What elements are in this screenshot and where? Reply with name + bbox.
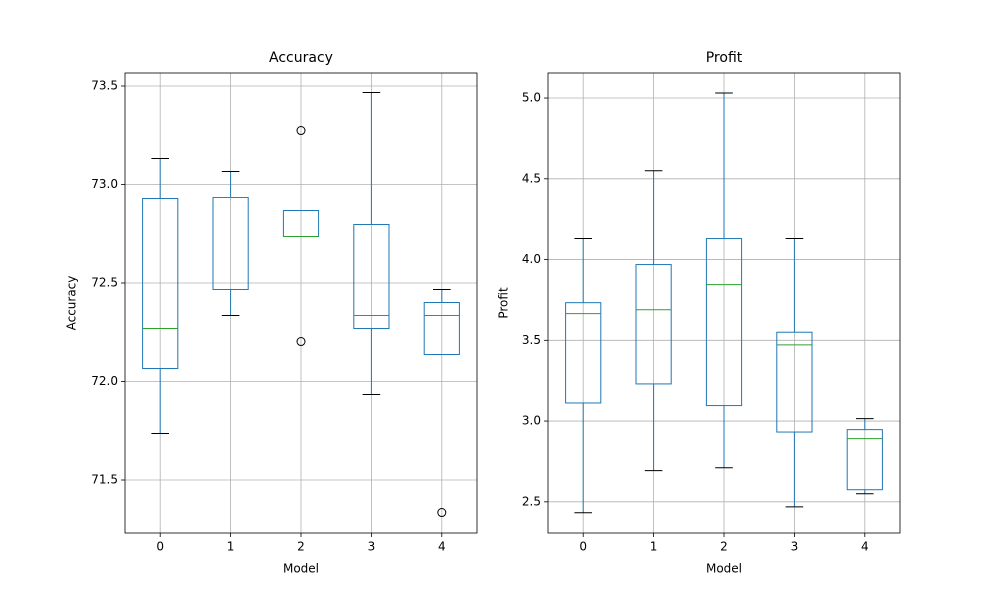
x-tick-label: 0 <box>579 540 587 554</box>
y-axis-label: Accuracy <box>65 276 79 331</box>
y-tick-label: 72.5 <box>91 276 118 290</box>
box <box>565 302 602 404</box>
x-tick-label: 1 <box>650 540 658 554</box>
y-tick-label: 73.0 <box>91 177 118 191</box>
y-tick-label: 4.5 <box>522 171 541 185</box>
y-tick-label: 5.0 <box>522 91 541 105</box>
x-tick-label: 4 <box>438 540 446 554</box>
x-tick-label: 3 <box>791 540 799 554</box>
axes-frame <box>547 72 901 534</box>
box <box>776 331 813 433</box>
x-tick-label: 1 <box>227 540 235 554</box>
y-axis-label: Profit <box>497 287 511 319</box>
y-tick-label: 71.5 <box>91 473 118 487</box>
y-tick-label: 4.0 <box>522 252 541 266</box>
x-tick-label: 4 <box>861 540 869 554</box>
box <box>846 429 883 491</box>
chart-title: Profit <box>706 50 743 66</box>
box <box>142 197 179 370</box>
y-tick-label: 2.5 <box>522 494 541 508</box>
x-axis-label: Model <box>283 562 319 576</box>
y-tick-label: 3.5 <box>522 333 541 347</box>
flier <box>296 337 306 347</box>
box <box>635 264 672 385</box>
x-tick-label: 3 <box>368 540 376 554</box>
x-tick-label: 2 <box>720 540 728 554</box>
box <box>353 223 390 330</box>
flier <box>437 508 447 518</box>
y-tick-label: 72.0 <box>91 374 118 388</box>
x-tick-label: 0 <box>156 540 164 554</box>
flier <box>296 126 306 136</box>
x-axis-label: Model <box>706 562 742 576</box>
axes-frame <box>124 72 478 534</box>
chart-title: Accuracy <box>269 50 333 66</box>
y-tick-label: 3.0 <box>522 414 541 428</box>
box <box>423 302 460 356</box>
y-tick-label: 73.5 <box>91 79 118 93</box>
box <box>705 238 743 407</box>
x-tick-label: 2 <box>297 540 305 554</box>
